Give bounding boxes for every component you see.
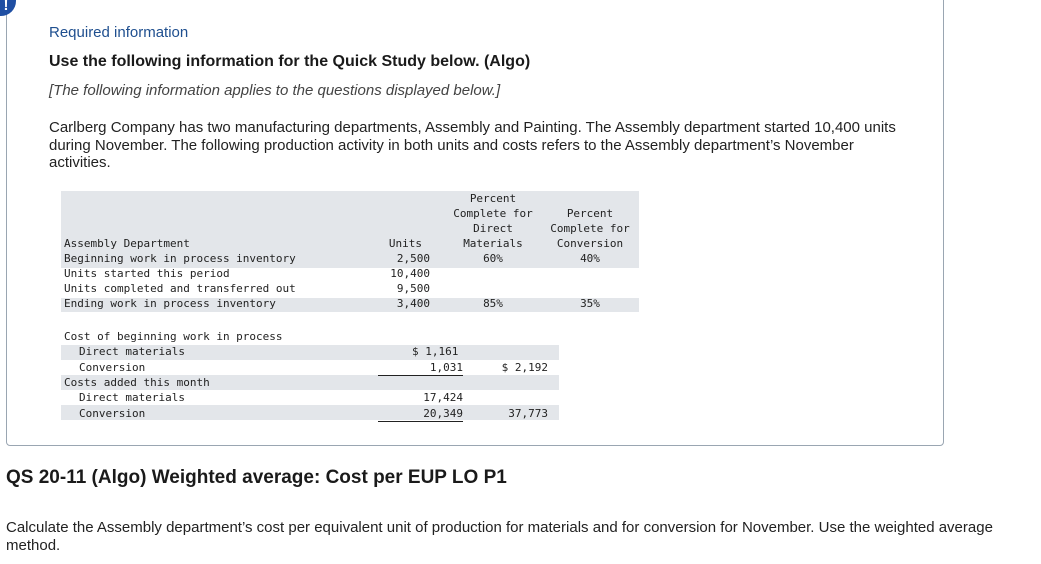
- cost-added-conv-value: 20,349: [378, 407, 463, 422]
- cost-beginning-title: Cost of beginning work in process: [64, 330, 283, 343]
- row-units-units-completed: 9,500: [396, 282, 430, 295]
- row-shade-3: [61, 345, 559, 360]
- cost-added-total: 37,773: [508, 407, 548, 420]
- materials-header-line-1: Percent: [469, 192, 517, 205]
- row-units-beginning-wip: 2,500: [396, 252, 430, 265]
- cost-added-title: Costs added this month: [64, 376, 210, 389]
- row-units-units-started: 10,400: [390, 267, 430, 280]
- conversion-header-line-1: Percent: [566, 207, 614, 220]
- department-header: Assembly Department: [64, 237, 190, 250]
- row-label-units-started: Units started this period: [64, 267, 230, 280]
- information-panel: [6, 0, 944, 446]
- row-label-units-completed: Units completed and transferred out: [64, 282, 296, 295]
- row-shade-2: [61, 298, 639, 312]
- cost-beginning-conv-value: 1,031: [378, 361, 463, 376]
- row-shade-5: [61, 405, 559, 420]
- question-title: QS 20-11 (Algo) Weighted average: Cost p…: [6, 467, 507, 488]
- cost-beginning-total: $ 2,192: [501, 361, 548, 374]
- row-label-beginning-wip: Beginning work in process inventory: [64, 252, 296, 265]
- cost-beginning-dm-value: $ 1,161: [412, 345, 459, 358]
- row-units-ending-wip: 3,400: [396, 297, 430, 310]
- use-information-heading: Use the following information for the Qu…: [49, 53, 531, 70]
- question-instructions: Calculate the Assembly department’s cost…: [6, 519, 993, 554]
- row-conv-beginning-wip: 40%: [580, 252, 600, 265]
- cost-beginning-dm-label: Direct materials: [79, 345, 185, 358]
- row-shade-4: [61, 375, 559, 390]
- cost-beginning-conv-label: Conversion: [79, 361, 146, 374]
- problem-description: Carlberg Company has two manufacturing d…: [49, 119, 896, 171]
- cost-added-dm-label: Direct materials: [79, 391, 185, 404]
- conversion-header-line-2: Complete for: [550, 222, 630, 235]
- materials-header-line-4: Materials: [463, 237, 523, 250]
- header-shade: [61, 191, 639, 254]
- materials-header-line-3: Direct: [473, 222, 513, 235]
- conversion-header-line-3: Conversion: [556, 237, 624, 250]
- required-information-heading: Required information: [49, 24, 189, 41]
- row-mat-beginning-wip: 60%: [483, 252, 503, 265]
- cost-added-dm-value: 17,424: [423, 391, 463, 404]
- cost-added-conv-label: Conversion: [79, 407, 146, 420]
- applies-note: [The following information applies to th…: [49, 82, 501, 99]
- units-header: Units: [388, 237, 422, 250]
- row-mat-ending-wip: 85%: [483, 297, 503, 310]
- materials-header-line-2: Complete for: [453, 207, 533, 220]
- row-shade-1: [61, 253, 639, 268]
- row-label-ending-wip: Ending work in process inventory: [64, 297, 276, 310]
- row-conv-ending-wip: 35%: [580, 297, 600, 310]
